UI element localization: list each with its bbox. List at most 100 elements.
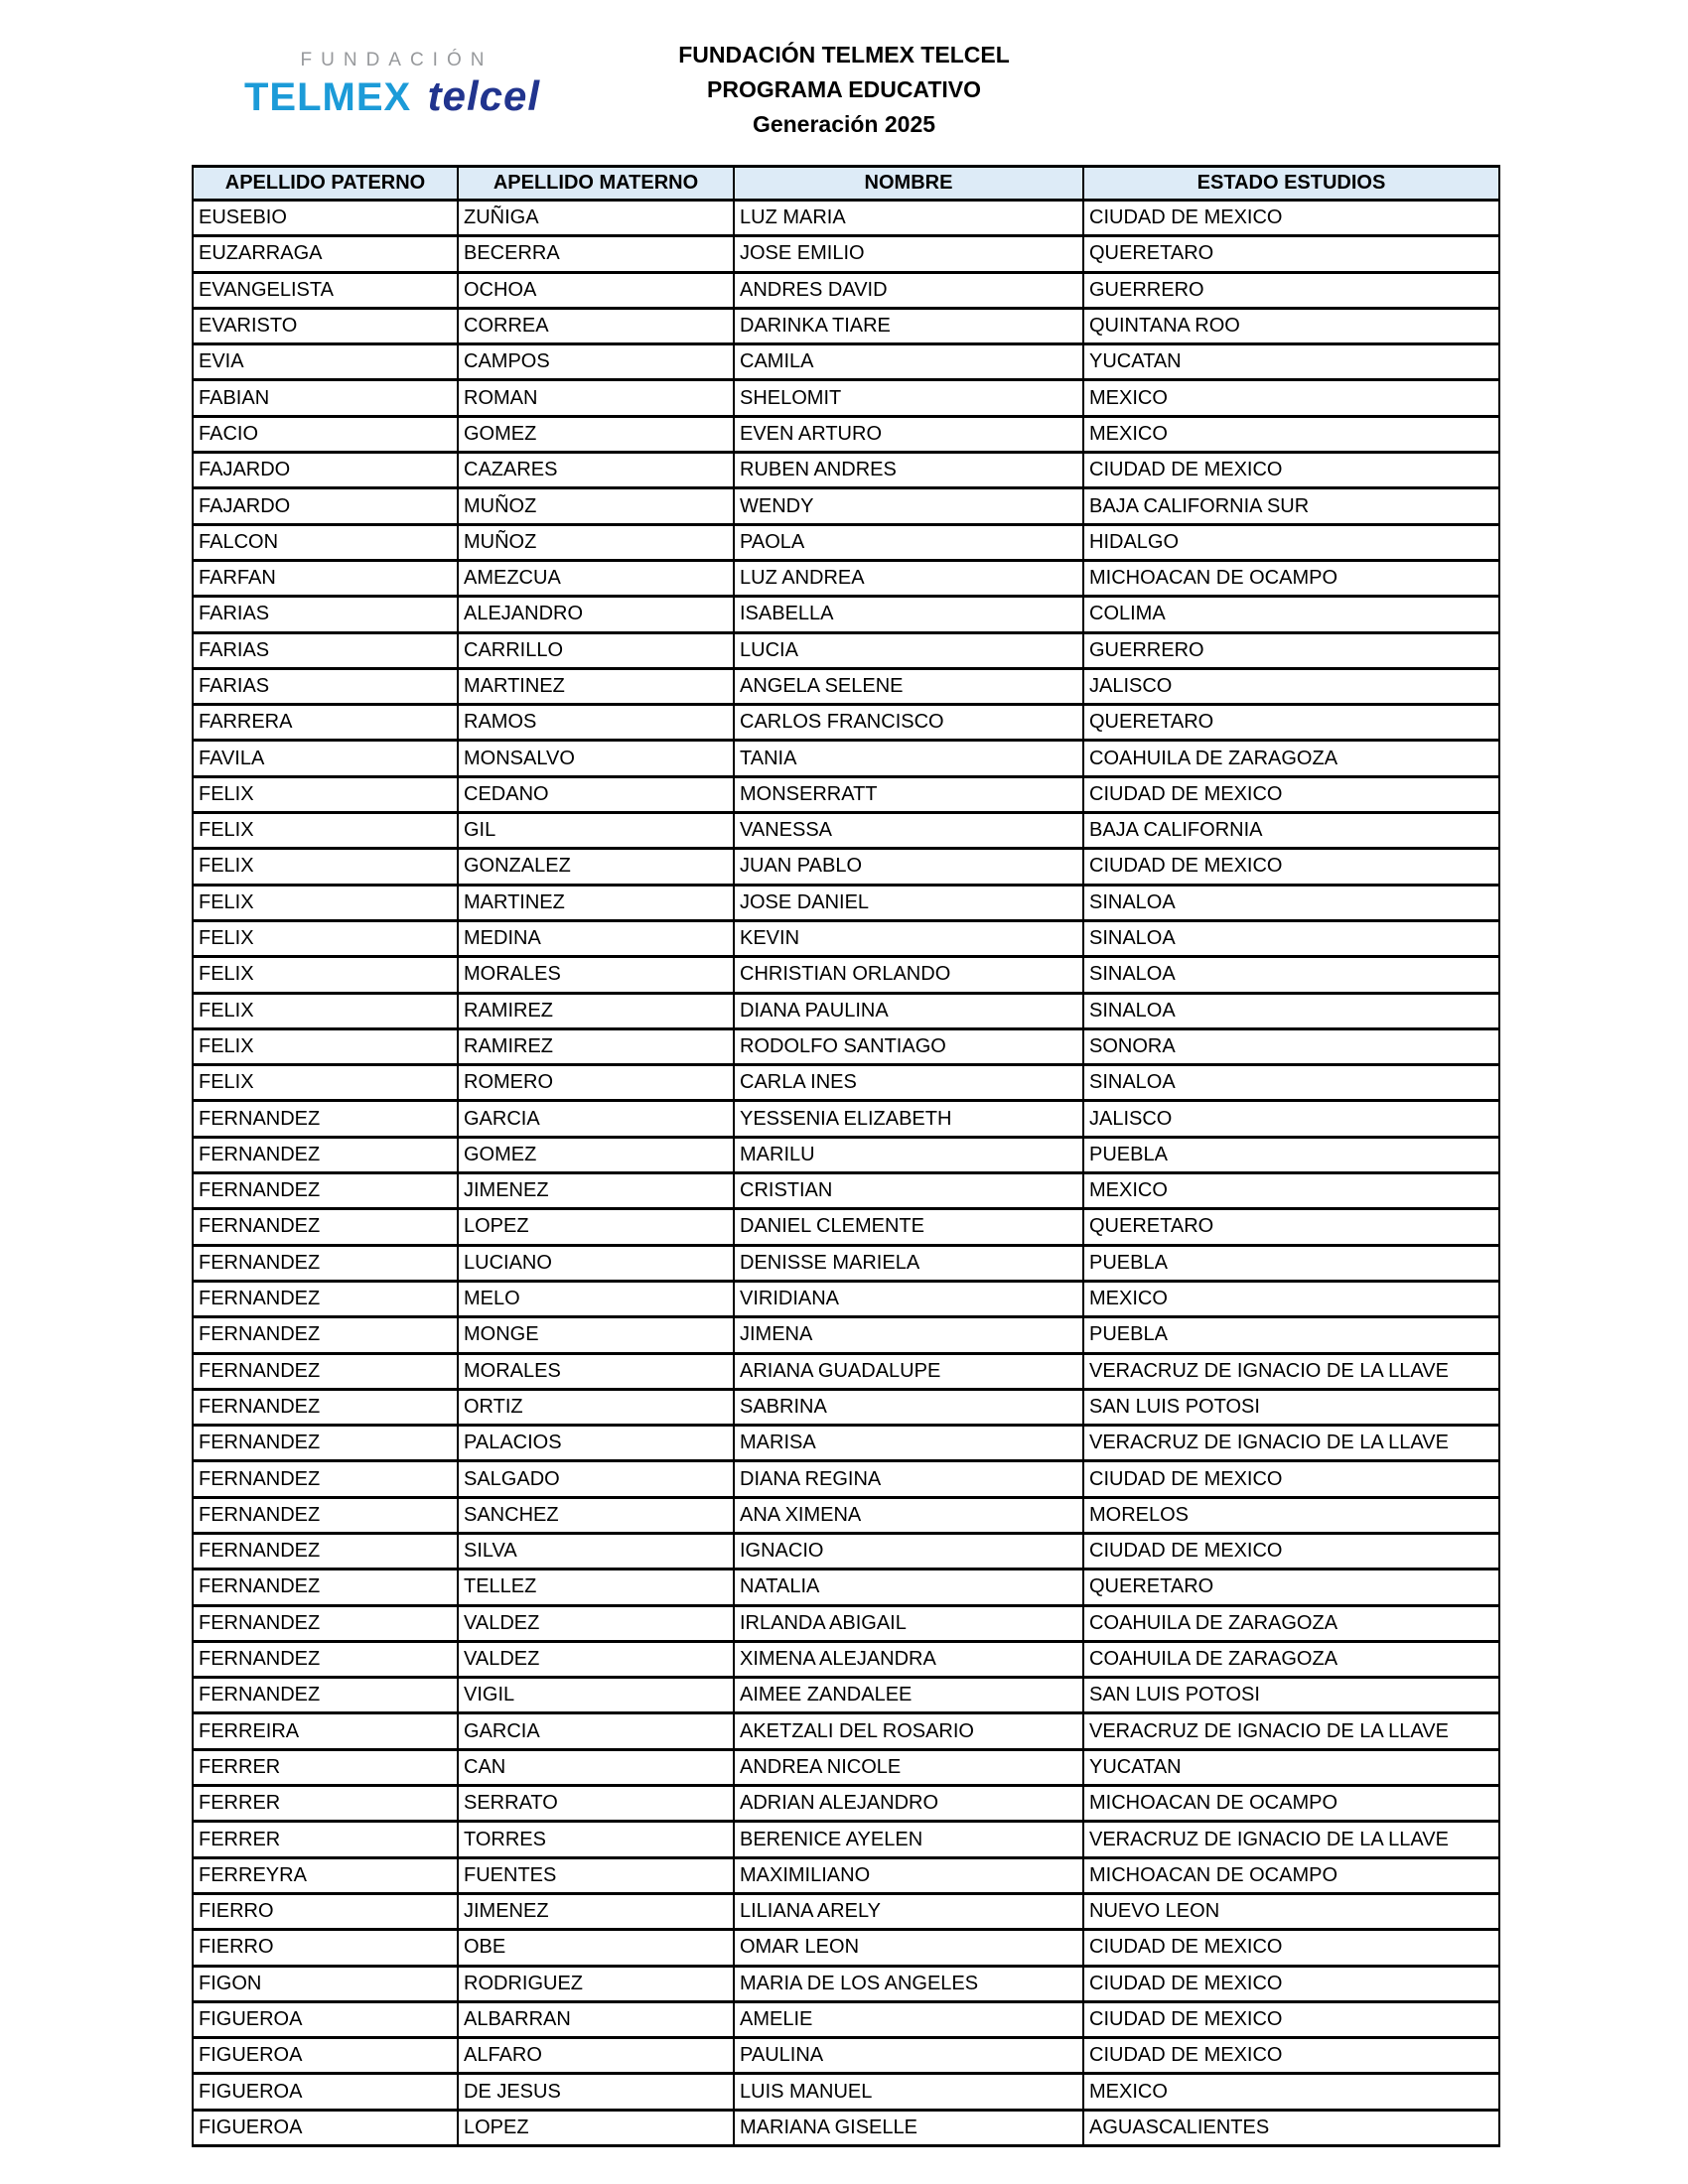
- cell: AGUASCALIENTES: [1082, 2108, 1500, 2148]
- cell: FERNANDEZ: [192, 1424, 459, 1463]
- cell: CORREA: [457, 306, 735, 346]
- table-row: EUSEBIO ZUÑIGA LUZ MARIA CIUDAD DE MEXICO: [192, 198, 1500, 238]
- cell: BECERRA: [457, 234, 735, 274]
- table-row: FERREIRA GARCIA AKETZALI DEL ROSARIO VERACR…: [192, 1711, 1500, 1751]
- cell: ANA XIMENA: [733, 1495, 1084, 1535]
- cell: MONGE: [457, 1315, 735, 1355]
- cell: EVEN ARTURO: [733, 414, 1084, 455]
- table-row: FELIX MEDINA KEVIN SINALOA: [192, 918, 1500, 959]
- cell: FERNANDEZ: [192, 1351, 459, 1391]
- cell: SAN LUIS POTOSI: [1082, 1676, 1500, 1715]
- cell: MORALES: [457, 955, 735, 995]
- cell: MARIANA GISELLE: [733, 2108, 1084, 2148]
- cell: MORALES: [457, 1351, 735, 1391]
- table-body: EUSEBIO ZUÑIGA LUZ MARIA CIUDAD DE MEXICO EU…: [192, 198, 1500, 2148]
- cell: LUZ ANDREA: [733, 558, 1084, 599]
- cell: CIUDAD DE MEXICO: [1082, 451, 1500, 490]
- column-header-nombre: NOMBRE: [733, 165, 1084, 202]
- table-row: FARIAS MARTINEZ ANGELA SELENE JALISCO: [192, 666, 1500, 707]
- cell: FALCON: [192, 522, 459, 562]
- cell: ANDRES DAVID: [733, 270, 1084, 310]
- cell: FERNANDEZ: [192, 1207, 459, 1247]
- cell: MEXICO: [1082, 2072, 1500, 2112]
- cell: FIERRO: [192, 1891, 459, 1932]
- cell: FERRER: [192, 1820, 459, 1859]
- cell: JIMENA: [733, 1315, 1084, 1355]
- cell: CRISTIAN: [733, 1171, 1084, 1211]
- cell: DIANA PAULINA: [733, 991, 1084, 1030]
- cell: MARTINEZ: [457, 666, 735, 707]
- cell: FERNANDEZ: [192, 1676, 459, 1715]
- cell: VALDEZ: [457, 1603, 735, 1643]
- cell: FUENTES: [457, 1855, 735, 1895]
- cell: SINALOA: [1082, 991, 1500, 1030]
- table-row: FERNANDEZ GARCIA YESSENIA ELIZABETH JALISCO: [192, 1099, 1500, 1139]
- column-header-estado-estudios: ESTADO ESTUDIOS: [1082, 165, 1500, 202]
- cell: NUEVO LEON: [1082, 1891, 1500, 1932]
- cell: SABRINA: [733, 1387, 1084, 1428]
- cell: RODRIGUEZ: [457, 1964, 735, 2003]
- cell: FERNANDEZ: [192, 1568, 459, 1607]
- table-row: FIERRO JIMENEZ LILIANA ARELY NUEVO LEON: [192, 1891, 1500, 1932]
- cell: FERNANDEZ: [192, 1531, 459, 1571]
- cell: PUEBLA: [1082, 1315, 1500, 1355]
- cell: FELIX: [192, 883, 459, 922]
- table-row: FERNANDEZ VIGIL AIMEE ZANDALEE SAN LUIS POT…: [192, 1676, 1500, 1715]
- table-row: FELIX RAMIREZ DIANA PAULINA SINALOA: [192, 991, 1500, 1030]
- cell: ARIANA GUADALUPE: [733, 1351, 1084, 1391]
- table-row: FERRER SERRATO ADRIAN ALEJANDRO MICHOACAN D…: [192, 1784, 1500, 1824]
- table-row: FIGUEROA DE JESUS LUIS MANUEL MEXICO: [192, 2072, 1500, 2112]
- cell: VERACRUZ DE IGNACIO DE LA LLAVE: [1082, 1424, 1500, 1463]
- cell: MAXIMILIANO: [733, 1855, 1084, 1895]
- cell: SINALOA: [1082, 1063, 1500, 1103]
- table-row: FAVILA MONSALVO TANIA COAHUILA DE ZARAGOZA: [192, 739, 1500, 778]
- cell: ORTIZ: [457, 1387, 735, 1428]
- cell: CIUDAD DE MEXICO: [1082, 198, 1500, 238]
- cell: FELIX: [192, 847, 459, 887]
- cell: NATALIA: [733, 1568, 1084, 1607]
- cell: OCHOA: [457, 270, 735, 310]
- cell: DENISSE MARIELA: [733, 1243, 1084, 1283]
- cell: LUIS MANUEL: [733, 2072, 1084, 2112]
- cell: MICHOACAN DE OCAMPO: [1082, 1855, 1500, 1895]
- table-header-row: APELLIDO PATERNO APELLIDO MATERNO NOMBRE…: [192, 165, 1500, 202]
- cell: FERREIRA: [192, 1711, 459, 1751]
- cell: FERNANDEZ: [192, 1171, 459, 1211]
- logo-telmex-text: TELMEX: [243, 75, 412, 119]
- cell: SAN LUIS POTOSI: [1082, 1387, 1500, 1428]
- table-row: FABIAN ROMAN SHELOMIT MEXICO: [192, 378, 1500, 418]
- cell: AMEZCUA: [457, 558, 735, 599]
- table-row: FERNANDEZ ORTIZ SABRINA SAN LUIS POTOSI: [192, 1387, 1500, 1428]
- cell: CIUDAD DE MEXICO: [1082, 1459, 1500, 1499]
- cell: PUEBLA: [1082, 1135, 1500, 1175]
- cell: CIUDAD DE MEXICO: [1082, 1964, 1500, 2003]
- cell: AMELIE: [733, 1999, 1084, 2040]
- table-row: FERNANDEZ MELO VIRIDIANA MEXICO: [192, 1279, 1500, 1319]
- cell: MUÑOZ: [457, 486, 735, 526]
- cell: FERNANDEZ: [192, 1243, 459, 1283]
- cell: VIGIL: [457, 1676, 735, 1715]
- cell: ALEJANDRO: [457, 595, 735, 634]
- cell: FELIX: [192, 811, 459, 851]
- table-row: FELIX ROMERO CARLA INES SINALOA: [192, 1063, 1500, 1103]
- cell: AIMEE ZANDALEE: [733, 1676, 1084, 1715]
- cell: ISABELLA: [733, 595, 1084, 634]
- table-row: FELIX GIL VANESSA BAJA CALIFORNIA: [192, 811, 1500, 851]
- cell: CIUDAD DE MEXICO: [1082, 2036, 1500, 2076]
- cell: GONZALEZ: [457, 847, 735, 887]
- table-row: FELIX MARTINEZ JOSE DANIEL SINALOA: [192, 883, 1500, 922]
- logo-fundacion-text: FUNDACIÓN: [300, 50, 493, 70]
- cell: YESSENIA ELIZABETH: [733, 1099, 1084, 1139]
- cell: DARINKA TIARE: [733, 306, 1084, 346]
- cell: IGNACIO: [733, 1531, 1084, 1571]
- cell: JIMENEZ: [457, 1891, 735, 1932]
- cell: GOMEZ: [457, 1135, 735, 1175]
- logo-brands: TELMEX telcel: [233, 75, 551, 126]
- cell: FIGUEROA: [192, 2036, 459, 2076]
- cell: JOSE DANIEL: [733, 883, 1084, 922]
- cell: CIUDAD DE MEXICO: [1082, 774, 1500, 815]
- column-header-apellido-materno: APELLIDO MATERNO: [457, 165, 735, 202]
- table-row: FIERRO OBE OMAR LEON CIUDAD DE MEXICO: [192, 1928, 1500, 1968]
- cell: CAMPOS: [457, 342, 735, 382]
- cell: YUCATAN: [1082, 1747, 1500, 1788]
